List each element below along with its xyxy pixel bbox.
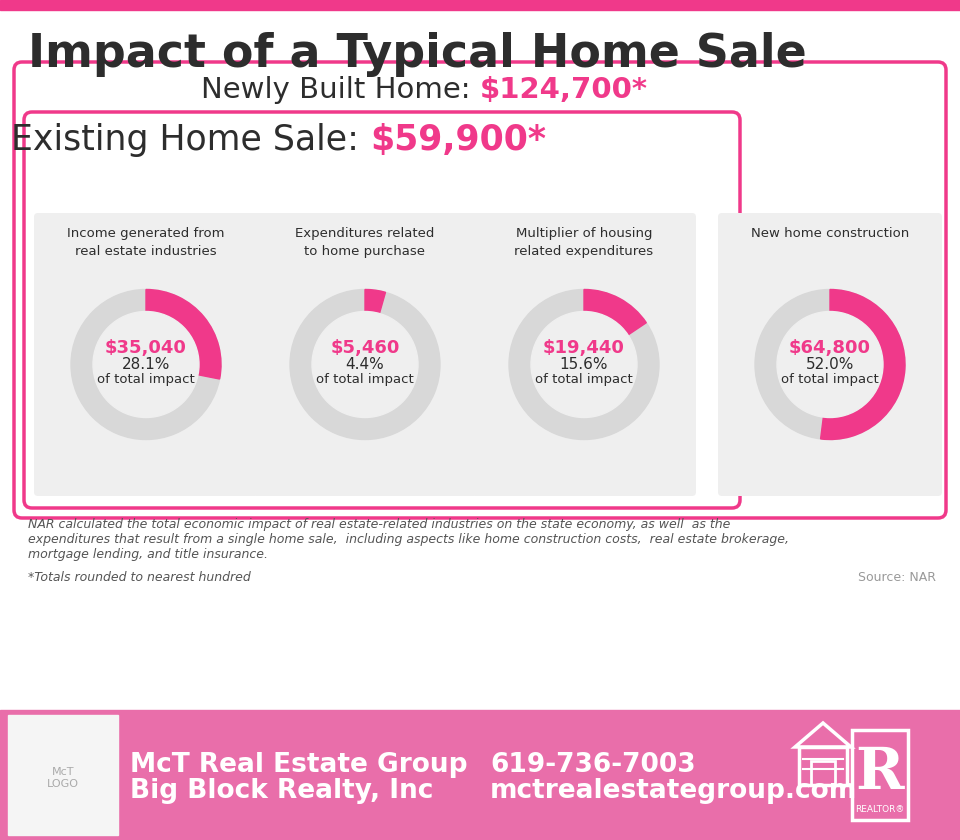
Text: Newly Built Home:: Newly Built Home: bbox=[202, 76, 480, 104]
Circle shape bbox=[531, 312, 637, 417]
Text: expenditures that result from a single home sale,  including aspects like home c: expenditures that result from a single h… bbox=[28, 533, 789, 546]
Bar bbox=[0, 710, 960, 840]
FancyBboxPatch shape bbox=[34, 213, 258, 496]
Wedge shape bbox=[584, 290, 646, 335]
Text: *Totals rounded to nearest hundred: *Totals rounded to nearest hundred bbox=[28, 571, 251, 584]
FancyBboxPatch shape bbox=[24, 112, 740, 508]
Text: McT
LOGO: McT LOGO bbox=[47, 767, 79, 789]
Text: mctrealestategroup.com: mctrealestategroup.com bbox=[490, 778, 857, 804]
Text: Big Block Realty, Inc: Big Block Realty, Inc bbox=[130, 778, 433, 804]
Wedge shape bbox=[71, 290, 221, 439]
Circle shape bbox=[93, 312, 199, 417]
Bar bbox=[852, 730, 908, 820]
Text: Expenditures related
to home purchase: Expenditures related to home purchase bbox=[296, 227, 435, 258]
Text: of total impact: of total impact bbox=[781, 373, 878, 386]
Wedge shape bbox=[365, 290, 386, 313]
FancyBboxPatch shape bbox=[718, 213, 942, 496]
FancyBboxPatch shape bbox=[14, 62, 946, 518]
Bar bbox=[811, 761, 835, 785]
Bar bbox=[0, 0, 960, 10]
Circle shape bbox=[777, 312, 883, 417]
Wedge shape bbox=[755, 290, 905, 439]
FancyBboxPatch shape bbox=[253, 213, 477, 496]
Text: of total impact: of total impact bbox=[97, 373, 195, 386]
Bar bbox=[8, 715, 118, 835]
Text: of total impact: of total impact bbox=[535, 373, 633, 386]
Text: 15.6%: 15.6% bbox=[560, 357, 609, 372]
Wedge shape bbox=[290, 290, 440, 439]
Text: $19,440: $19,440 bbox=[543, 339, 625, 358]
Text: $35,040: $35,040 bbox=[105, 339, 187, 358]
Text: Income generated from
real estate industries: Income generated from real estate indust… bbox=[67, 227, 225, 258]
FancyBboxPatch shape bbox=[472, 213, 696, 496]
Text: Impact of a Typical Home Sale: Impact of a Typical Home Sale bbox=[28, 32, 806, 77]
Text: REALTOR®: REALTOR® bbox=[855, 805, 904, 814]
Text: New home construction: New home construction bbox=[751, 227, 909, 240]
Text: McT Real Estate Group: McT Real Estate Group bbox=[130, 752, 468, 778]
Wedge shape bbox=[509, 290, 659, 439]
Bar bbox=[799, 747, 847, 785]
Text: Source: NAR: Source: NAR bbox=[858, 571, 936, 584]
Text: Multiplier of housing
related expenditures: Multiplier of housing related expenditur… bbox=[515, 227, 654, 258]
Wedge shape bbox=[821, 290, 905, 439]
Text: $64,800: $64,800 bbox=[789, 339, 871, 358]
Text: $59,900*: $59,900* bbox=[370, 123, 546, 157]
Text: 28.1%: 28.1% bbox=[122, 357, 170, 372]
Text: $124,700*: $124,700* bbox=[480, 76, 648, 104]
Text: R: R bbox=[855, 745, 904, 801]
Circle shape bbox=[312, 312, 418, 417]
Text: 52.0%: 52.0% bbox=[805, 357, 854, 372]
Text: 4.4%: 4.4% bbox=[346, 357, 384, 372]
Text: Existing Home Sale:: Existing Home Sale: bbox=[12, 123, 370, 157]
Text: of total impact: of total impact bbox=[316, 373, 414, 386]
Text: NAR calculated the total economic impact of real estate-related industries on th: NAR calculated the total economic impact… bbox=[28, 518, 731, 531]
Text: 619-736-7003: 619-736-7003 bbox=[490, 752, 696, 778]
Text: mortgage lending, and title insurance.: mortgage lending, and title insurance. bbox=[28, 548, 268, 561]
Wedge shape bbox=[146, 290, 221, 379]
Text: $5,460: $5,460 bbox=[330, 339, 399, 358]
